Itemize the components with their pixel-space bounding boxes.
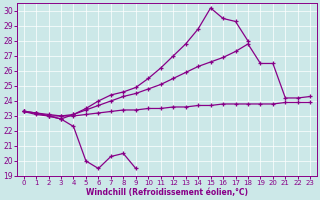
X-axis label: Windchill (Refroidissement éolien,°C): Windchill (Refroidissement éolien,°C): [86, 188, 248, 197]
